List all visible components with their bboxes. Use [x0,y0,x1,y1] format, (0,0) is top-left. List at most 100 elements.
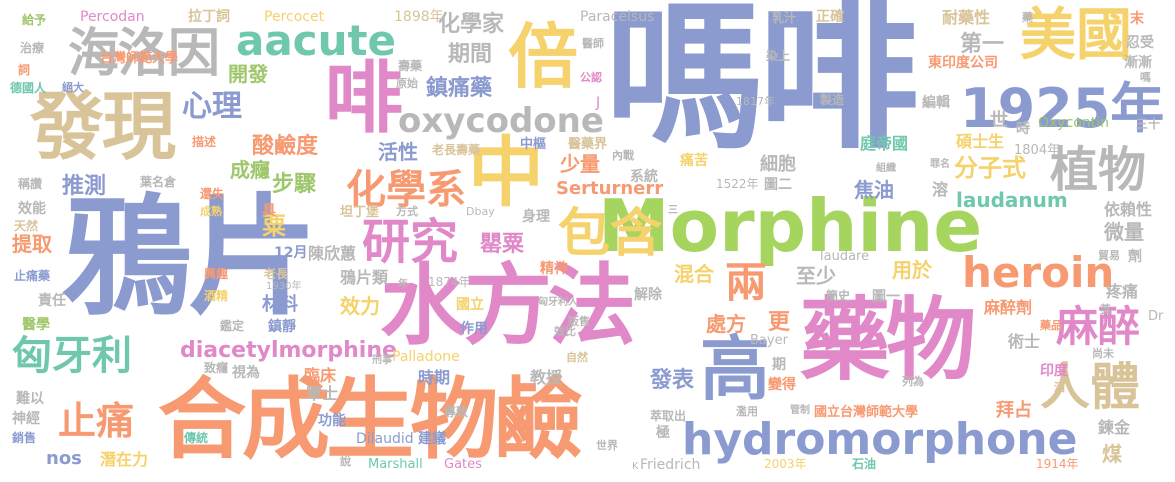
word: 少量 [560,152,600,176]
word: 拉丁詞 [188,9,230,25]
word: 匈牙利人 [538,297,578,308]
word: 英 [1100,303,1111,316]
word: 變得 [768,377,796,393]
word: 1925年 [960,77,1165,140]
word: 細胞 [760,154,796,175]
word: 銷售 [12,431,37,445]
word: 劑 [1128,249,1142,265]
word: K [632,461,639,472]
word: 庭帝國 [860,134,909,153]
word: 醫藥界 [568,137,608,152]
word: 說 [340,455,351,468]
word: 酒精 [204,289,229,303]
word: 麻醉劑 [984,298,1033,317]
word: 葉名倉 [140,175,177,189]
word: 醫師 [582,37,604,50]
word: Palladone [392,349,460,365]
word: 傳統 [184,431,209,445]
word: 圖一 [872,289,900,305]
word: 管制 [790,405,810,416]
word: 2003年 [764,457,807,471]
word: aacute [236,16,397,65]
word: 世 [990,110,1008,131]
word: Oxycontin [1038,115,1109,131]
word: 老長 [264,267,289,281]
word: 致癮 [204,361,229,375]
word: Percocet [264,9,325,25]
word: Serturnerr [556,178,664,199]
word: 老長壽藥 [432,143,481,157]
word: 三 [668,205,678,216]
word: 尚未 [1092,347,1114,360]
word: 內戰 [612,149,634,162]
word: 編輯 [922,95,950,111]
word: 鍊金 [1098,418,1131,437]
word: 拜占 [996,400,1032,421]
word: 末 [1130,11,1144,27]
word: 德國人 [10,81,47,95]
word: 乳汁 [772,11,797,25]
word: 東印度公司 [928,55,998,71]
word: 陳欣蕙 [308,244,357,263]
word: 中 [468,128,544,217]
word: 術士 [1008,332,1041,351]
word: 教授 [530,368,563,387]
word: 1804年 [1014,143,1061,158]
word: Friedrich [640,457,701,473]
word: 啡 [325,54,404,144]
word: 1914年 [1036,457,1079,471]
word: 混合 [674,262,714,286]
word: 用於 [892,258,932,282]
word: 期間 [448,42,493,67]
word: 貿易 [1098,249,1120,262]
word: 12月 [274,245,308,261]
word: 效能 [18,201,46,217]
word: 詞 [18,63,31,77]
word: 罌粟 [480,232,525,257]
word: 心理 [182,89,242,124]
word: 成癮 [230,158,270,182]
word: 推測 [62,174,107,199]
word: 疼痛 [1106,282,1139,301]
word: 作用 [460,321,488,337]
word: 鎮靜 [268,319,296,335]
word: Bayer [750,333,788,348]
word: Gates [444,457,482,472]
word: 嗎啡 [605,0,919,171]
word: 臨床 [304,366,337,385]
word: Morphine [598,184,983,268]
word: 耐藥性 [942,8,991,27]
word: 系統 [630,169,658,185]
word: 簡史 [826,289,851,303]
word: 台灣師範大學 [100,51,179,66]
word: 年 [398,279,408,290]
word: 建議 [418,431,446,447]
word: 忍受 [1126,35,1154,51]
word: 染上 [766,49,791,63]
word: 化學系 [346,167,466,213]
word: 精神 [540,261,568,277]
word: 更 [768,310,791,335]
word: 鴉片 [62,181,318,333]
word: 身理 [522,209,550,225]
word: 活性 [378,140,418,164]
word: 描述 [192,135,217,149]
word: 導致 [444,405,469,419]
word: 至少 [796,264,836,288]
word: Marshall [368,457,423,472]
word: J [596,95,601,111]
word: 醫學 [22,317,50,333]
word: Dbay [466,205,495,218]
word: 發表 [650,368,695,393]
word: 效力 [340,294,380,318]
word: 材料 [262,294,298,315]
word: 列為 [902,375,924,388]
word: 提取 [12,232,52,256]
word: laudare [820,249,870,264]
word: 匈牙利 [12,333,132,379]
word: 藥物 [800,288,976,393]
word: 潛在力 [100,450,149,469]
word: 鴉片類 [340,268,389,287]
word: 人體 [1040,358,1140,416]
